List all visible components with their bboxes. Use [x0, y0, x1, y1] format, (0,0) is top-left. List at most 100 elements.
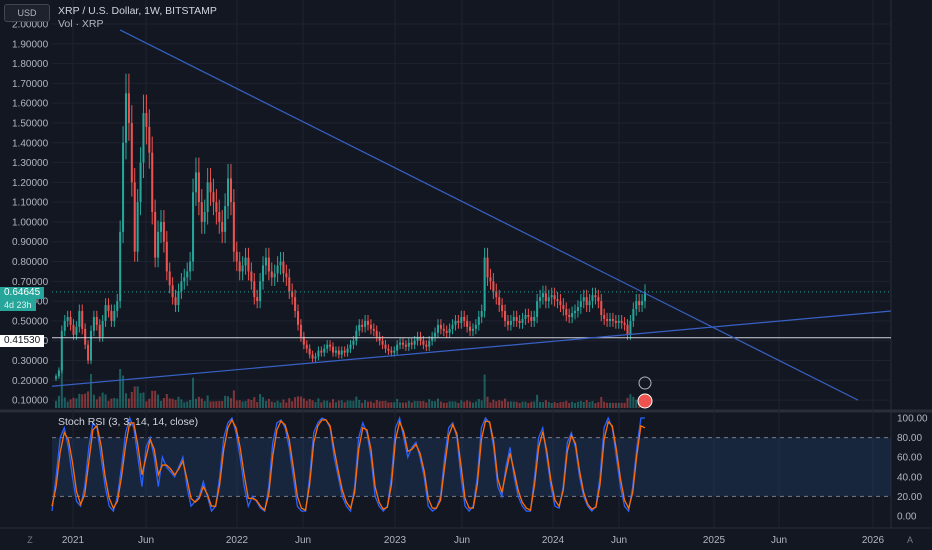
volume-bar — [256, 402, 259, 408]
volume-bar — [550, 403, 553, 408]
volume-bar — [393, 402, 396, 408]
candle-body — [60, 330, 63, 371]
candle-body — [270, 271, 273, 278]
candle-body — [416, 336, 419, 341]
candle-body — [375, 330, 378, 337]
price-tick-label: 1.60000 — [12, 99, 49, 110]
candle-body — [556, 299, 559, 302]
volume-bar — [562, 401, 565, 408]
candle-body — [401, 342, 405, 345]
candle-body — [387, 348, 390, 351]
candle-body — [238, 261, 241, 272]
volume-bar — [381, 401, 384, 408]
candle-body — [544, 293, 547, 302]
candle-body — [311, 354, 314, 359]
candle-body — [486, 257, 489, 278]
volume-bar — [238, 400, 241, 408]
time-tick-label: Jun — [771, 535, 787, 546]
candle-body — [78, 311, 81, 327]
candle-body — [253, 281, 256, 298]
volume-bar — [544, 400, 547, 408]
candle-body — [506, 320, 509, 325]
candle-body — [480, 311, 483, 317]
candle-body — [98, 324, 101, 337]
volume-bar — [159, 400, 162, 408]
volume-bar — [358, 400, 361, 408]
candle-body — [521, 318, 524, 323]
price-pane[interactable] — [51, 29, 892, 409]
volume-bar — [206, 395, 209, 408]
rsi-tick-label: 40.00 — [897, 472, 922, 483]
volume-bar — [504, 398, 507, 408]
candle-body — [81, 311, 84, 329]
candle-body — [227, 178, 230, 207]
candle-body — [638, 301, 641, 306]
volume-bar — [495, 401, 498, 408]
candle-body — [215, 202, 218, 213]
dividend-marker-icon — [637, 393, 653, 409]
rsi-tick-label: 80.00 — [897, 433, 922, 444]
volume-bar — [352, 400, 355, 408]
candle-body — [317, 350, 320, 357]
volume-bar — [463, 401, 466, 408]
candle-body — [203, 212, 206, 222]
volume-bar — [372, 402, 375, 408]
candle-body — [57, 370, 60, 377]
volume-bar — [192, 377, 195, 408]
volume-bar — [57, 395, 60, 408]
candle-body — [492, 281, 495, 292]
volume-bar — [320, 402, 323, 408]
volume-bar — [69, 399, 72, 408]
candle-body — [116, 301, 119, 312]
candle-body — [393, 350, 396, 353]
volume-bar — [506, 401, 509, 408]
volume-bar — [264, 400, 267, 408]
candle-body — [454, 320, 457, 325]
volume-bar — [235, 400, 238, 408]
currency-button[interactable]: USD — [4, 4, 50, 22]
volume-bar — [524, 401, 527, 408]
candle-body — [588, 301, 591, 306]
volume-bar — [364, 400, 367, 408]
volume-bar — [539, 402, 542, 408]
candle-body — [626, 324, 629, 335]
volume-bar — [571, 401, 574, 408]
stoch-rsi-pane[interactable] — [51, 415, 891, 513]
candle-body — [346, 348, 349, 353]
candle-body — [608, 318, 612, 321]
time-tick-label: 2021 — [62, 535, 85, 546]
volume-bar — [387, 402, 390, 408]
candle-body — [197, 172, 200, 203]
volume-bar — [559, 402, 562, 408]
volume-bar — [302, 398, 305, 408]
volume-bar — [541, 402, 544, 408]
candle-body — [95, 316, 98, 325]
volume-bar — [431, 401, 434, 408]
volume-bar — [521, 401, 524, 408]
volume-bar — [608, 402, 612, 408]
auto-scale-button[interactable]: A — [906, 535, 913, 545]
current-price-label: 0.64645 — [0, 287, 45, 299]
candle-body — [399, 342, 402, 345]
candle-body — [267, 257, 270, 272]
volume-bar — [606, 402, 609, 408]
volume-bar — [104, 394, 107, 408]
volume-bar — [229, 398, 232, 408]
rsi-tick-label: 0.00 — [897, 512, 917, 523]
zoom-reset-button[interactable]: Z — [27, 535, 33, 545]
candle-body — [142, 113, 145, 163]
candle-body — [352, 340, 355, 345]
volume-bar — [512, 401, 515, 408]
volume-bar — [620, 402, 623, 408]
price-tick-label: 1.90000 — [12, 39, 49, 50]
candle-body — [579, 301, 582, 308]
candle-body — [139, 162, 142, 203]
volume-bar — [186, 401, 189, 408]
volume-bar — [480, 400, 483, 408]
volume-bar — [72, 397, 75, 408]
candle-body — [448, 328, 451, 333]
candle-body — [469, 326, 472, 331]
time-tick-label: 2023 — [384, 535, 407, 546]
candle-body — [504, 311, 507, 321]
